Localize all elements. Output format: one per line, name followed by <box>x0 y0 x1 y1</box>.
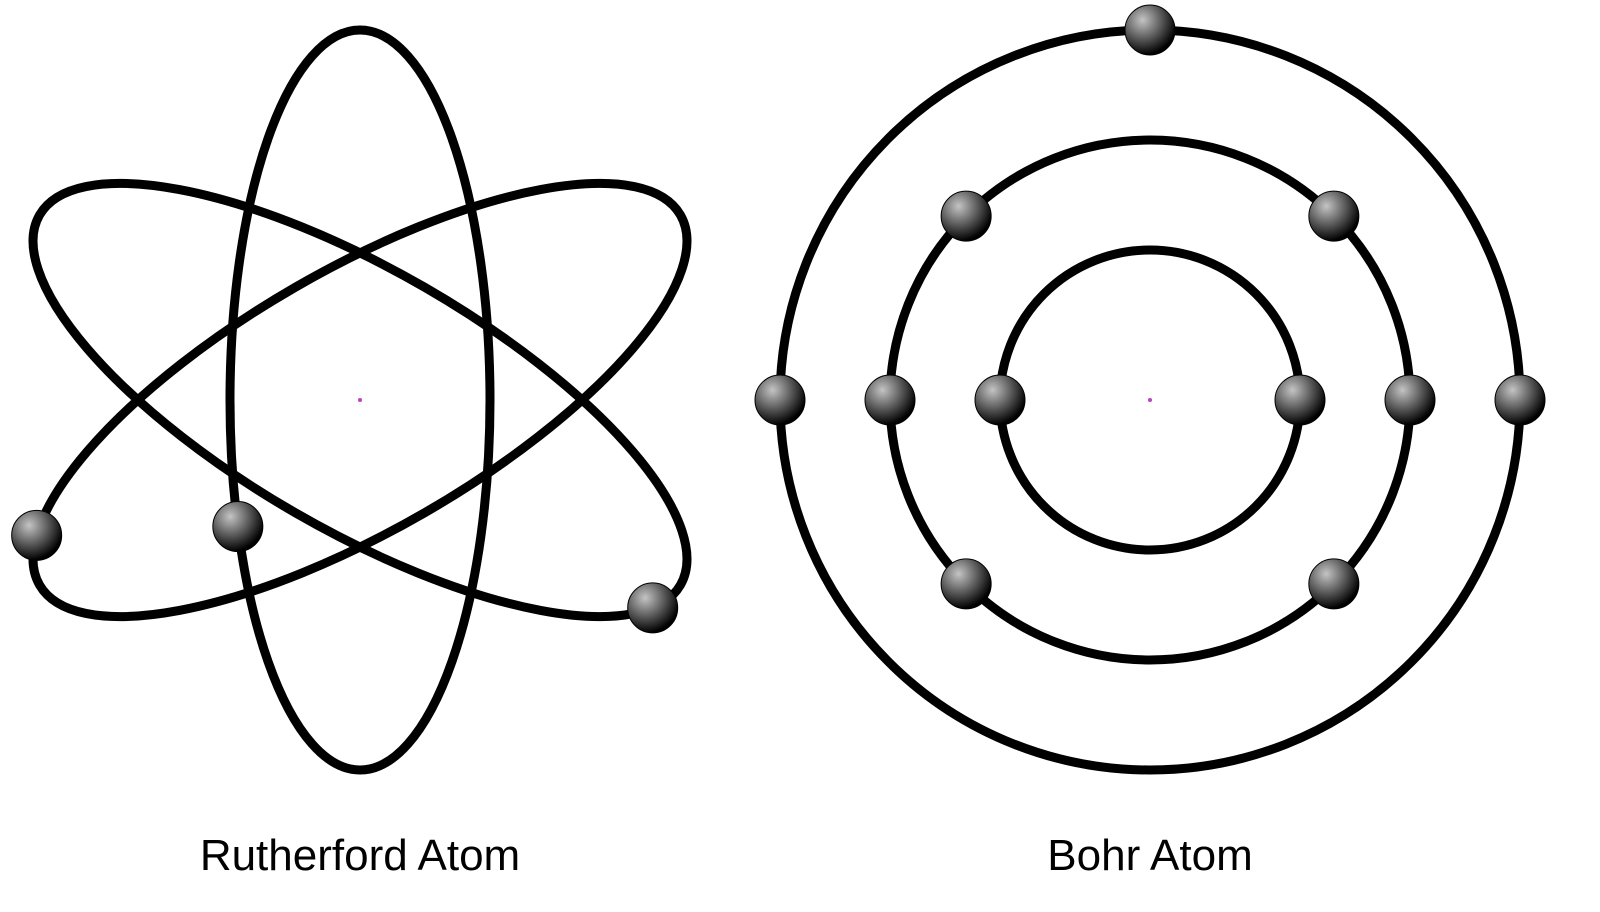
bohr-electron-s1-0 <box>1385 375 1435 425</box>
bohr-label: Bohr Atom <box>1047 831 1252 880</box>
rutherford-atom <box>0 30 745 770</box>
bohr-electron-s0-0 <box>1275 375 1325 425</box>
bohr-electron-s2-2 <box>755 375 805 425</box>
bohr-electron-s1-5 <box>1309 559 1359 609</box>
rutherford-electron-1 <box>628 583 678 633</box>
rutherford-electron-2 <box>213 502 263 552</box>
rutherford-label: Rutherford Atom <box>200 831 520 880</box>
bohr-electron-s2-0 <box>1495 375 1545 425</box>
bohr-electron-s2-1 <box>1125 5 1175 55</box>
bohr-electron-s0-1 <box>975 375 1025 425</box>
bohr-electron-s1-1 <box>1309 191 1359 241</box>
bohr-electron-s1-4 <box>941 559 991 609</box>
bohr-nucleus-dot <box>1148 398 1152 402</box>
bohr-electron-s1-3 <box>865 375 915 425</box>
rutherford-nucleus-dot <box>358 398 362 402</box>
bohr-electron-s1-2 <box>941 191 991 241</box>
rutherford-electron-0 <box>12 510 62 560</box>
